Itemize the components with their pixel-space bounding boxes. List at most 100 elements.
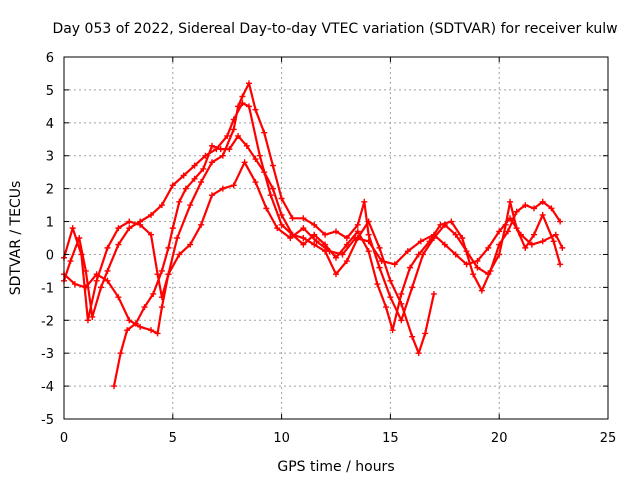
data-point [452, 251, 459, 258]
data-point [169, 225, 176, 232]
data-point [191, 175, 198, 182]
data-point [176, 198, 183, 205]
data-point [252, 179, 259, 186]
data-point [252, 156, 259, 163]
data-point [300, 225, 307, 232]
data-point [522, 202, 529, 209]
data-point [343, 235, 350, 241]
x-tick-label: 15 [382, 431, 399, 446]
x-tick-label: 20 [491, 431, 508, 446]
data-point [182, 185, 189, 192]
data-point [148, 327, 155, 334]
data-point [415, 350, 422, 357]
data-point [398, 290, 405, 297]
data-point [539, 198, 546, 205]
data-point [289, 231, 296, 238]
data-point [269, 162, 276, 169]
data-point [522, 244, 529, 251]
data-point [141, 304, 148, 311]
data-point [557, 261, 564, 268]
data-point [507, 215, 514, 222]
data-point [391, 261, 398, 268]
x-tick-label: 10 [273, 431, 290, 446]
x-axis: 0 5 10 15 20 25 [60, 57, 616, 446]
data-point [230, 126, 237, 133]
data-point [365, 231, 372, 238]
data-point [504, 228, 511, 235]
chart-title: Day 053 of 2022, Sidereal Day-to-day VTE… [52, 21, 617, 37]
data-point [383, 304, 390, 311]
data-point [217, 146, 224, 153]
data-point [191, 162, 198, 169]
data-point [311, 231, 318, 238]
data-point [426, 238, 433, 245]
data-point [84, 317, 91, 324]
data-point [474, 264, 481, 271]
data-point [463, 261, 470, 268]
y-tick-label: -1 [41, 281, 54, 296]
data-point [148, 231, 155, 238]
data-point [287, 235, 294, 241]
data-point [256, 152, 263, 159]
y-tick-label: 6 [46, 51, 54, 66]
series-track-4 [111, 132, 564, 390]
data-point [354, 228, 361, 235]
data-point [78, 251, 85, 258]
data-point [93, 271, 100, 278]
data-point [441, 241, 448, 248]
data-point [187, 202, 194, 209]
data-point [148, 211, 155, 218]
data-point [528, 241, 535, 248]
data-point [300, 215, 307, 222]
data-point [97, 284, 104, 291]
data-point [219, 152, 226, 159]
data-point [200, 165, 207, 172]
data-point [104, 244, 111, 251]
data-point [557, 218, 564, 225]
data-point [365, 238, 372, 245]
data-point [389, 327, 396, 334]
series-line [62, 161, 564, 335]
data-point [208, 142, 215, 149]
data-point [289, 215, 296, 222]
data-point [104, 267, 111, 274]
series-track-3 [61, 159, 566, 337]
y-tick-label: 5 [46, 84, 54, 99]
data-point [448, 218, 455, 225]
data-point [67, 258, 74, 265]
data-point [311, 241, 318, 248]
data-point [198, 221, 205, 228]
data-point [278, 221, 285, 228]
data-point [165, 244, 172, 251]
data-point [126, 317, 133, 324]
y-tick-label: 4 [46, 117, 54, 132]
y-tick-label: 2 [46, 183, 54, 198]
y-tick-label: 0 [46, 248, 54, 263]
data-point [409, 284, 416, 291]
data-point [158, 304, 165, 311]
data-point [422, 330, 429, 337]
data-point [387, 277, 394, 284]
data-point [539, 238, 546, 245]
data-point [89, 313, 96, 320]
data-point [378, 258, 385, 265]
data-point [158, 267, 165, 274]
data-point [252, 106, 259, 113]
data-point [278, 211, 285, 218]
data-point [111, 383, 118, 390]
data-point [387, 294, 394, 301]
data-point [409, 333, 416, 340]
data-point [311, 221, 318, 228]
data-point [261, 169, 268, 176]
data-point [154, 330, 161, 337]
data-point [485, 244, 492, 251]
data-point [278, 195, 285, 202]
data-point [437, 221, 444, 228]
data-point [235, 132, 242, 139]
x-tick-label: 25 [600, 431, 617, 446]
data-point [230, 182, 237, 189]
data-point [404, 248, 411, 255]
data-point [406, 264, 413, 271]
y-axis: -5 -4 -3 -2 -1 0 1 2 3 4 5 6 [41, 51, 608, 428]
data-point [459, 235, 466, 241]
